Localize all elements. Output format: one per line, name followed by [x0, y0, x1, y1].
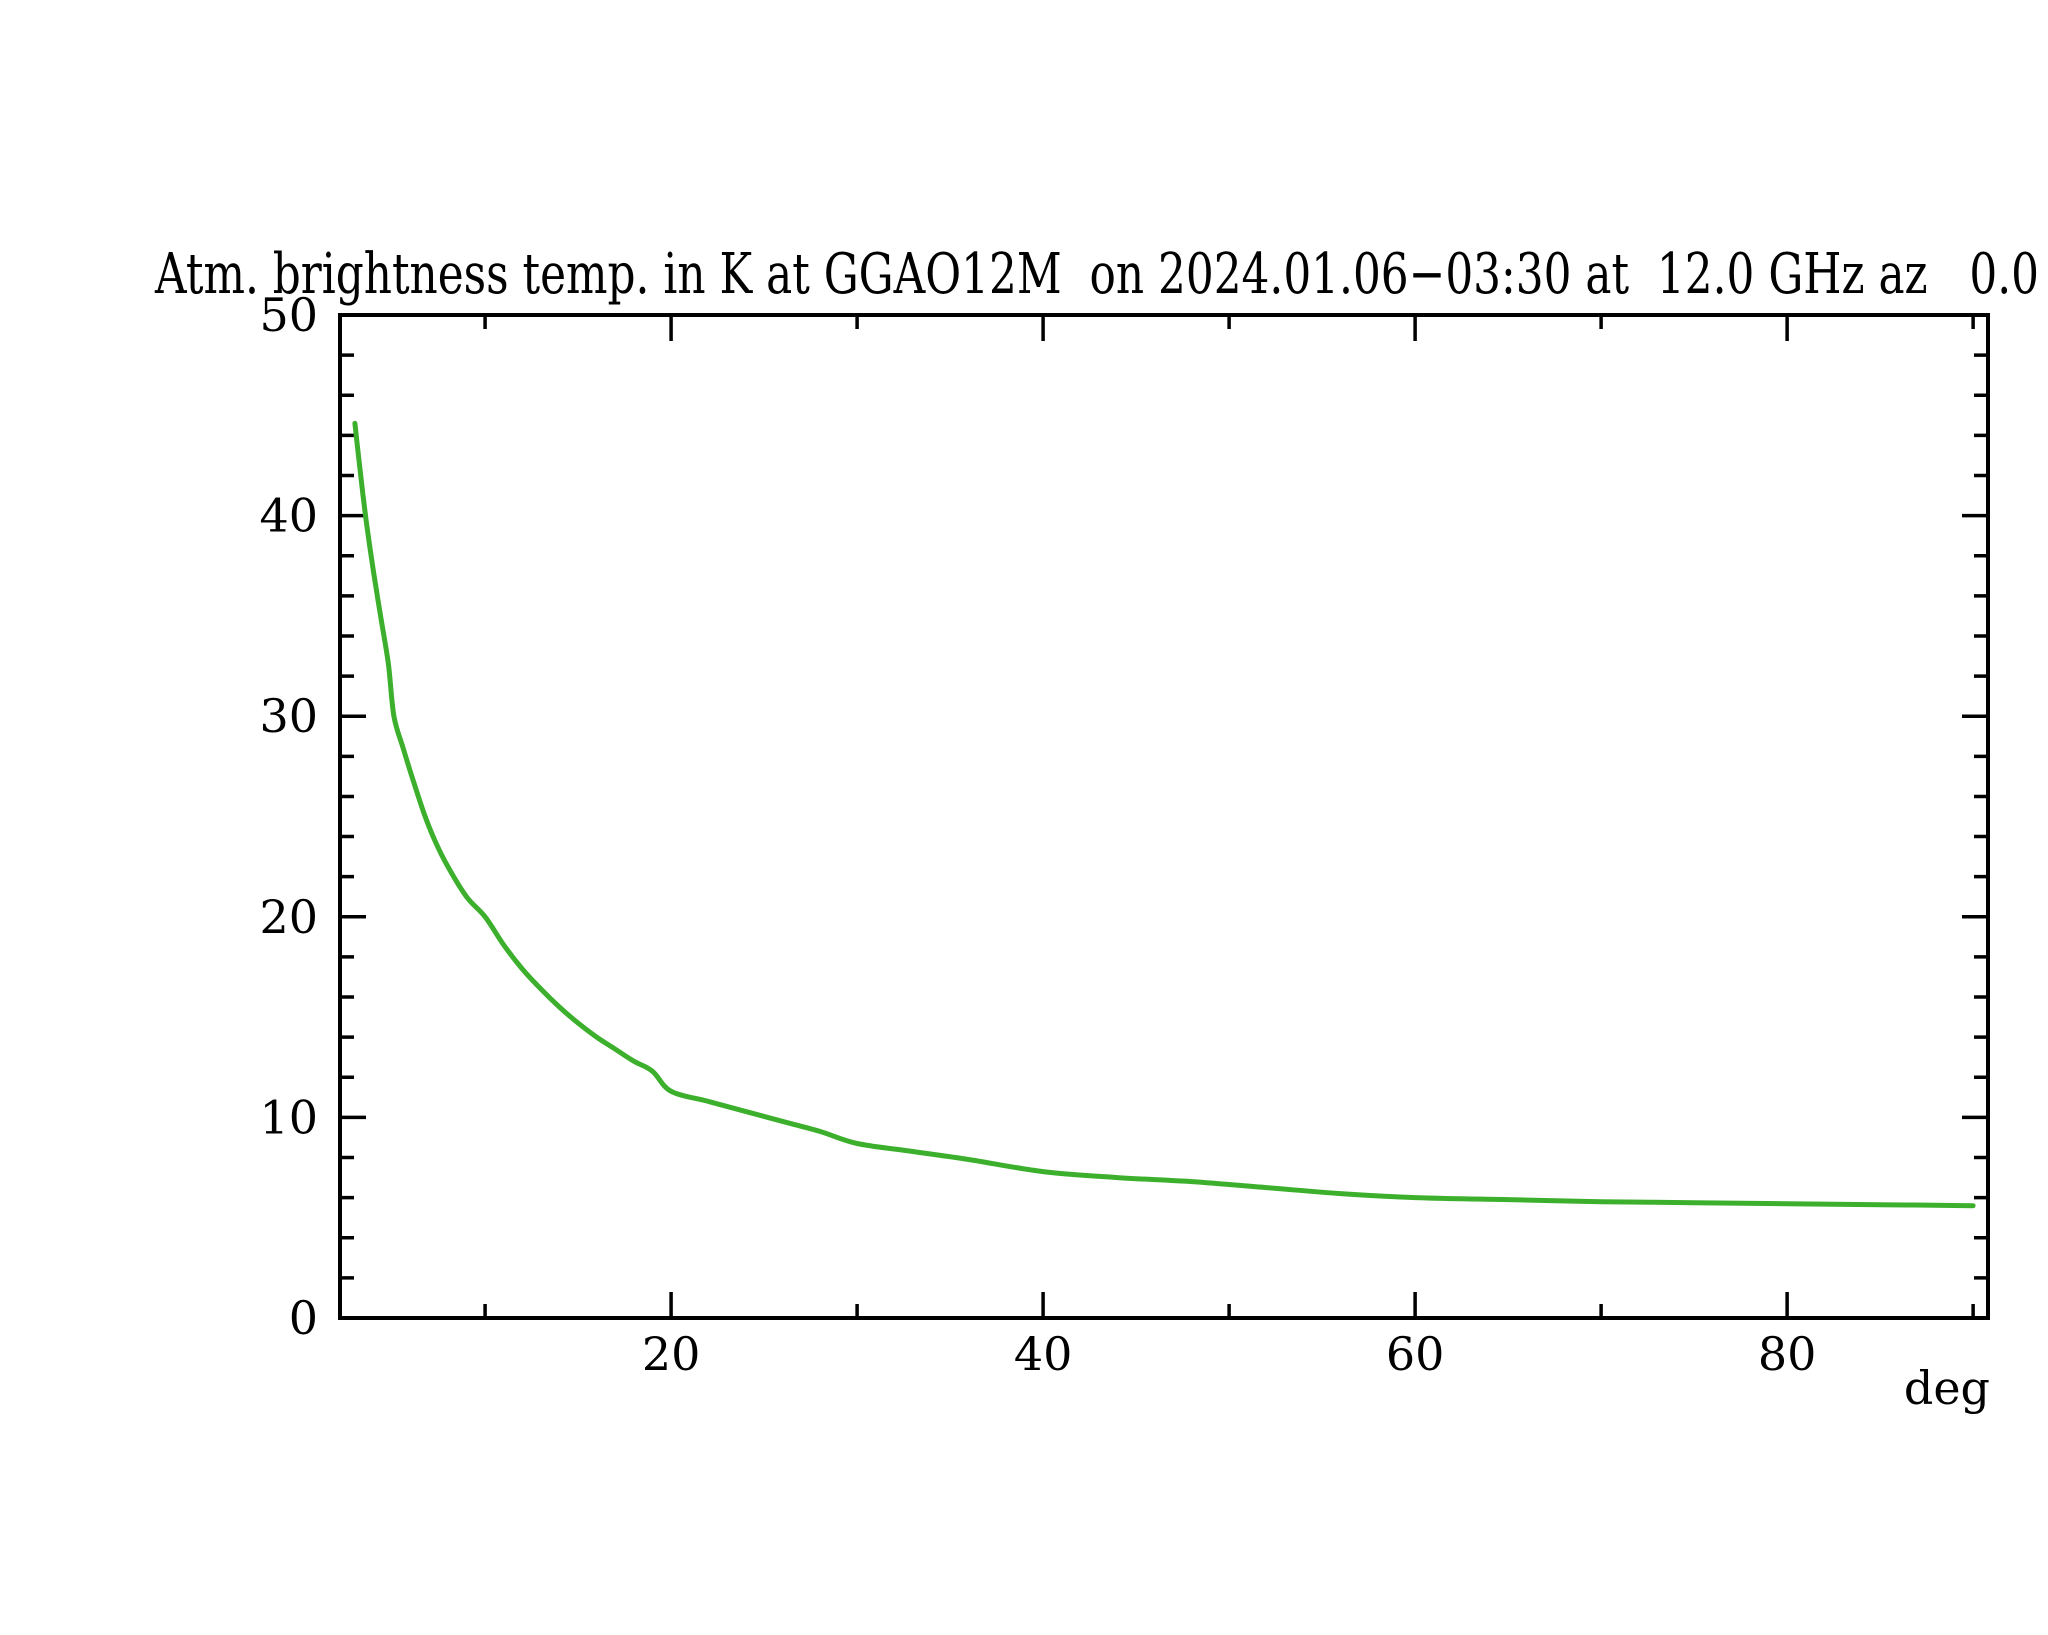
y-tick-label-0: 0 [289, 1291, 318, 1345]
x-axis-unit-label: deg [1904, 1361, 1990, 1415]
x-tick-label-60: 60 [1386, 1327, 1445, 1381]
x-tick-label-40: 40 [1014, 1327, 1073, 1381]
y-tick-label-30: 30 [259, 689, 318, 743]
x-tick-label-20: 20 [642, 1327, 701, 1381]
y-tick-label-50: 50 [259, 288, 318, 342]
y-tick-label-40: 40 [259, 489, 318, 543]
chart-title: Atm. brightness temp. in K at GGAO12M on… [154, 242, 2039, 307]
axis-tick-labels: 20 40 60 80 0 10 20 30 40 50 [259, 288, 1816, 1381]
tick-marks [340, 313, 1988, 1320]
temperature-curve [352, 420, 1976, 1209]
axis-ticks [340, 313, 1988, 1320]
y-tick-label-20: 20 [259, 890, 318, 944]
x-tick-label-80: 80 [1758, 1327, 1817, 1381]
plot-frame [338, 313, 1990, 1320]
y-tick-label-10: 10 [259, 1090, 318, 1144]
